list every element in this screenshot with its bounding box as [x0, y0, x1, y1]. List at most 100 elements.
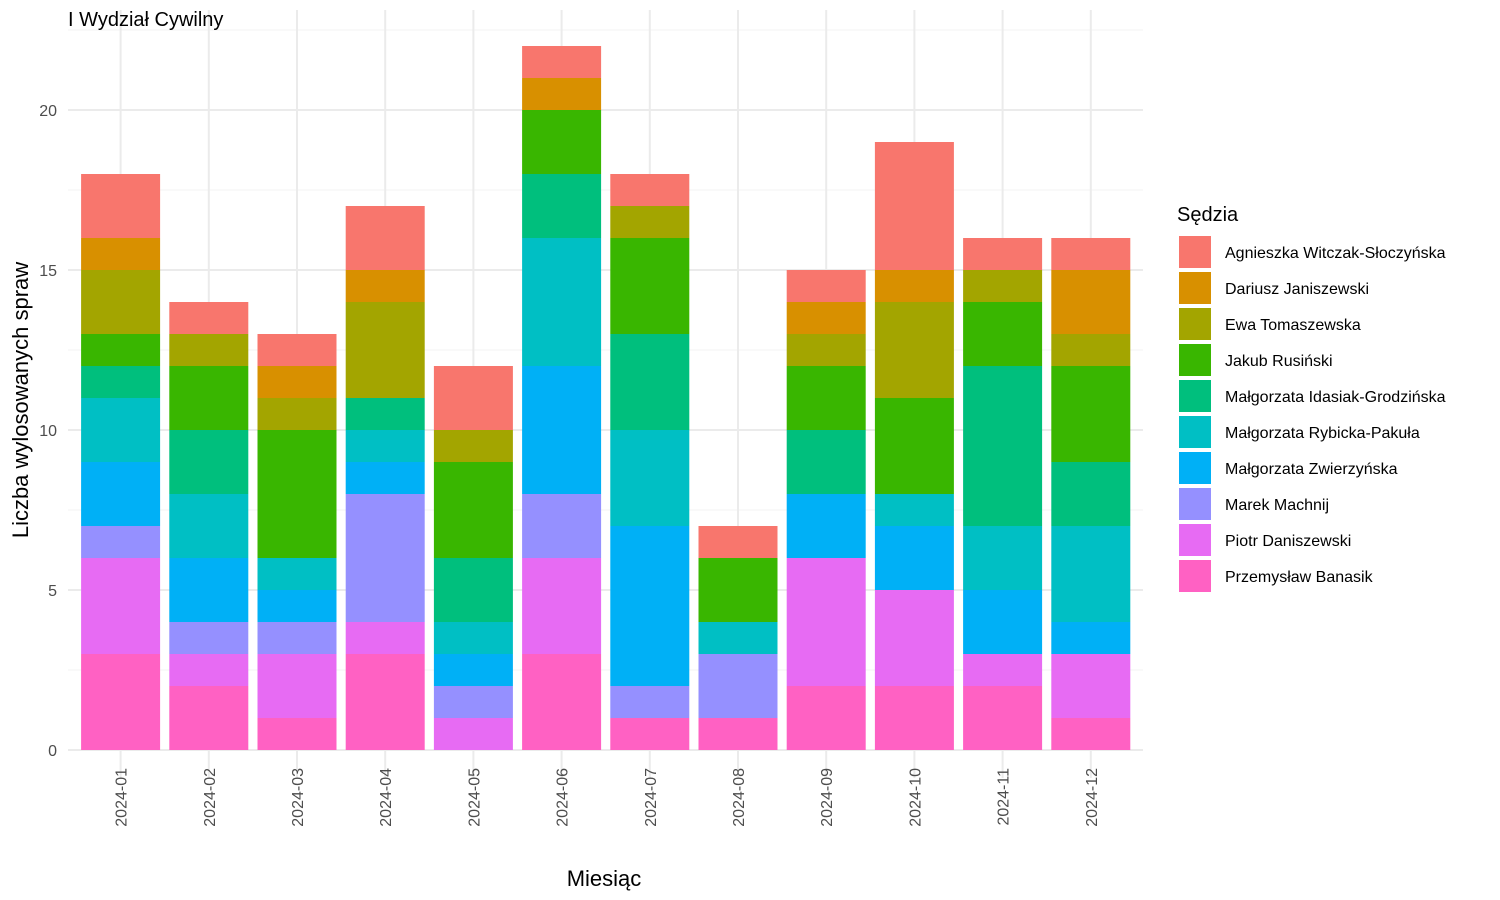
bar-segment — [257, 590, 337, 622]
x-tick-label: 2024-06 — [555, 768, 572, 827]
bar-segment — [698, 654, 778, 718]
bar-segment — [169, 558, 249, 622]
legend-swatch — [1179, 452, 1211, 484]
bar-segment — [874, 526, 954, 590]
bar-stack-2024-09 — [786, 270, 866, 750]
bar-segment — [81, 238, 161, 270]
bar-segment — [257, 398, 337, 430]
bar-segment — [169, 494, 249, 558]
legend-swatch — [1179, 380, 1211, 412]
x-axis-ticks: 2024-01 2024-02 2024-03 2024-04 2024-05 2024-… — [114, 768, 1101, 827]
bar-segment — [1051, 238, 1131, 270]
bar-segment — [81, 334, 161, 366]
bar-segment — [786, 302, 866, 334]
bar-segment — [874, 270, 954, 302]
legend-label: Jakub Rusiński — [1225, 353, 1333, 370]
bar-stack-2024-07 — [610, 174, 690, 750]
bar-segment — [874, 302, 954, 398]
legend-label: Dariusz Janiszewski — [1225, 281, 1369, 298]
bar-segment — [1051, 654, 1131, 718]
legend-swatch — [1179, 416, 1211, 448]
bar-segment — [522, 366, 602, 494]
bar-segment — [433, 718, 513, 750]
legend-label: Agnieszka Witczak-Słoczyńska — [1225, 245, 1446, 262]
bar-stack-2024-10 — [874, 142, 954, 750]
bars — [81, 46, 1131, 750]
bar-segment — [522, 174, 602, 238]
legend-swatch — [1179, 308, 1211, 340]
bar-segment — [345, 302, 425, 398]
bar-segment — [963, 302, 1043, 366]
bar-segment — [610, 174, 690, 206]
legend-item: Ewa Tomaszewska — [1179, 308, 1361, 340]
legend-label: Marek Machnij — [1225, 497, 1329, 514]
bar-segment — [874, 494, 954, 526]
bar-segment — [963, 686, 1043, 750]
bar-segment — [786, 366, 866, 430]
bar-stack-2024-03 — [257, 334, 337, 750]
legend-swatch — [1179, 524, 1211, 556]
bar-segment — [345, 494, 425, 622]
bar-segment — [169, 302, 249, 334]
bar-segment — [433, 654, 513, 686]
y-tick-label: 15 — [39, 263, 57, 280]
bar-stack-2024-04 — [345, 206, 425, 750]
legend-swatch — [1179, 236, 1211, 268]
bar-segment — [786, 558, 866, 686]
x-tick-label: 2024-08 — [731, 768, 748, 827]
bar-segment — [81, 462, 161, 526]
legend-item: Jakub Rusiński — [1179, 344, 1333, 376]
bar-stack-2024-05 — [433, 366, 513, 750]
legend-swatch — [1179, 272, 1211, 304]
legend-item: Piotr Daniszewski — [1179, 524, 1351, 556]
bar-segment — [698, 558, 778, 622]
bar-segment — [257, 366, 337, 398]
legend-label: Piotr Daniszewski — [1225, 533, 1351, 550]
bar-segment — [345, 430, 425, 462]
bar-segment — [610, 718, 690, 750]
bar-segment — [169, 334, 249, 366]
y-tick-label: 0 — [48, 743, 57, 760]
bar-stack-2024-08 — [698, 526, 778, 750]
bar-segment — [169, 686, 249, 750]
y-tick-label: 5 — [48, 583, 57, 600]
x-tick-label: 2024-02 — [202, 768, 219, 827]
bar-segment — [433, 558, 513, 622]
bar-segment — [169, 430, 249, 494]
bar-segment — [522, 238, 602, 366]
bar-segment — [257, 718, 337, 750]
bar-segment — [257, 654, 337, 718]
bar-segment — [786, 334, 866, 366]
bar-segment — [963, 526, 1043, 590]
bar-segment — [963, 270, 1043, 302]
legend-label: Przemysław Banasik — [1225, 569, 1374, 586]
bar-stack-2024-01 — [81, 174, 161, 750]
legend: Sędzia Agnieszka Witczak-Słoczyńska Dariu… — [1177, 204, 1446, 592]
x-tick-label: 2024-05 — [466, 768, 483, 827]
bar-segment — [169, 622, 249, 654]
bar-segment — [81, 558, 161, 654]
legend-title: Sędzia — [1177, 204, 1239, 226]
legend-swatch — [1179, 560, 1211, 592]
legend-item: Przemysław Banasik — [1179, 560, 1374, 592]
legend-label: Małgorzata Rybicka-Pakuła — [1225, 425, 1420, 442]
bar-segment — [257, 622, 337, 654]
bar-segment — [345, 206, 425, 270]
legend-item: Małgorzata Idasiak-Grodzińska — [1179, 380, 1446, 412]
bar-segment — [963, 366, 1043, 526]
bar-segment — [1051, 366, 1131, 462]
bar-segment — [81, 270, 161, 334]
bar-segment — [963, 654, 1043, 686]
x-tick-label: 2024-01 — [114, 768, 131, 827]
legend-item: Małgorzata Rybicka-Pakuła — [1179, 416, 1420, 448]
bar-segment — [698, 622, 778, 654]
legend-item: Marek Machnij — [1179, 488, 1329, 520]
x-tick-label: 2024-04 — [378, 768, 395, 827]
y-axis-ticks: 0 5 10 15 20 — [39, 103, 57, 760]
legend-item: Małgorzata Zwierzyńska — [1179, 452, 1398, 484]
bar-stack-2024-06 — [522, 46, 602, 750]
legend-swatch — [1179, 488, 1211, 520]
x-tick-label: 2024-03 — [290, 768, 307, 827]
bar-segment — [345, 622, 425, 654]
